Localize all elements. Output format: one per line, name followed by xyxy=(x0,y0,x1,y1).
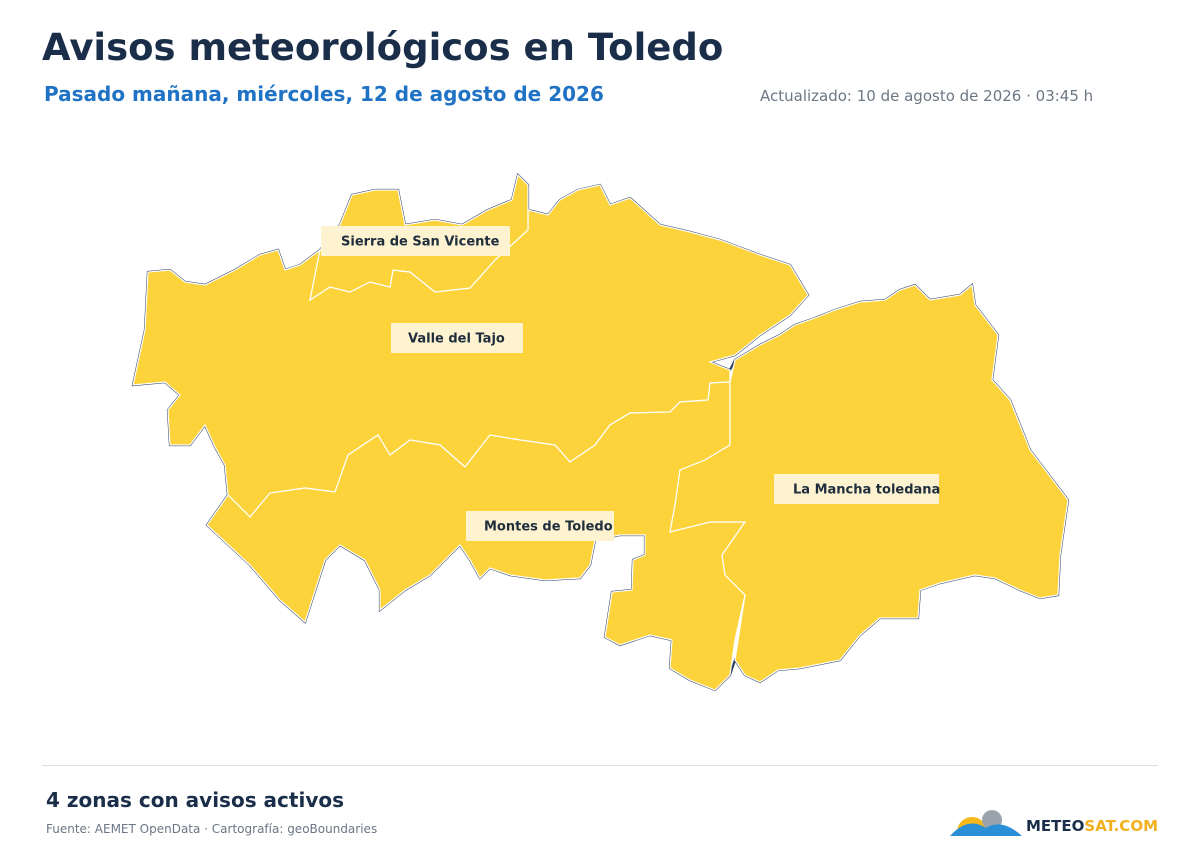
source: Fuente: AEMET OpenData · Cartografía: ge… xyxy=(46,822,378,836)
label-box xyxy=(391,323,523,353)
zone-label: Valle del Tajo xyxy=(408,332,505,347)
zone-label: Sierra de San Vicente xyxy=(341,235,500,250)
updated: Actualizado: 10 de agosto de 2026 · 03:4… xyxy=(760,87,1094,105)
divider xyxy=(42,765,1158,766)
logo[interactable]: METEOSAT.COM xyxy=(1026,817,1158,835)
label-box xyxy=(466,511,614,541)
label-box xyxy=(774,474,939,504)
zone-label: Montes de Toledo xyxy=(484,520,613,535)
logo-part: SAT.COM xyxy=(1084,817,1158,835)
subtitle: Pasado mañana, miércoles, 12 de agosto d… xyxy=(44,82,604,106)
map: Sierra de San Vicente Valle del Tajo Mon… xyxy=(131,172,1070,692)
zone-label: La Mancha toledana xyxy=(793,483,940,498)
title: Avisos meteorológicos en Toledo xyxy=(42,26,724,69)
summary: 4 zonas con avisos activos xyxy=(46,788,345,812)
logo-icon xyxy=(950,810,1022,836)
logo-part: METEO xyxy=(1026,817,1085,835)
label-box xyxy=(321,226,510,256)
